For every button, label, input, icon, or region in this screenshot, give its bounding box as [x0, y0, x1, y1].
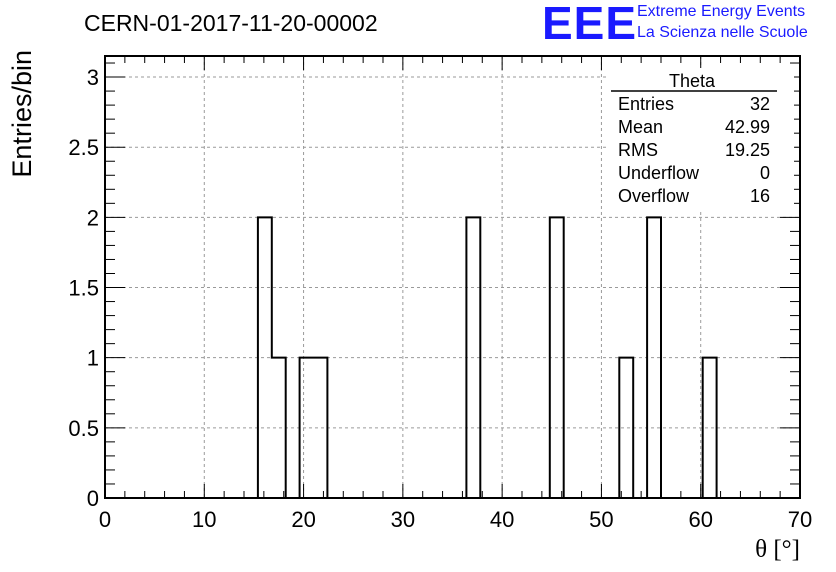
- x-tick-label: 20: [291, 507, 315, 532]
- x-axis-label: θ [°]: [755, 536, 800, 563]
- stats-row-label: Overflow: [618, 186, 690, 206]
- stats-title: Theta: [669, 71, 716, 91]
- x-tick-label: 40: [490, 507, 514, 532]
- y-tick-label: 2.5: [68, 135, 99, 160]
- stats-row-label: RMS: [618, 140, 658, 160]
- histogram-bin: [703, 358, 717, 498]
- logo-line-1: Extreme Energy Events: [637, 3, 806, 20]
- stats-row-label: Mean: [618, 117, 663, 137]
- y-tick-label: 0.5: [68, 416, 99, 441]
- x-tick-label: 60: [688, 507, 712, 532]
- stats-row-label: Underflow: [618, 163, 700, 183]
- stats-row-value: 42.99: [725, 117, 770, 137]
- stats-row-value: 19.25: [725, 140, 770, 160]
- histogram-outline: [256, 216, 718, 498]
- y-axis-label: Entries/bin: [7, 50, 37, 178]
- axis-tick-labels: 0 10 20 30 40 50 60 70 0 0.5 1 1.5 2 2.5 3: [68, 65, 812, 532]
- y-tick-label: 2: [87, 205, 99, 230]
- x-tick-label: 50: [589, 507, 613, 532]
- logo-line-2: La Scienza nelle Scuole: [637, 24, 808, 41]
- stats-row-value: 0: [760, 163, 770, 183]
- stats-row-value: 16: [750, 186, 770, 206]
- plot-frame: [104, 55, 801, 499]
- x-tick-label: 0: [99, 507, 111, 532]
- stats-box: Theta Entries 32 Mean 42.99 RMS 19.25 Underflo…: [608, 68, 794, 210]
- plot-border: [104, 55, 801, 499]
- y-tick-label: 3: [87, 65, 99, 90]
- y-tick-label: 1: [87, 346, 99, 371]
- eee-logo: EEE: [542, 0, 638, 49]
- y-tick-label: 1.5: [68, 276, 99, 301]
- run-title: CERN-01-2017-11-20-00002: [84, 10, 378, 36]
- stats-row-value: 32: [750, 94, 770, 114]
- y-tick-label: 0: [87, 486, 99, 511]
- stats-row-label: Entries: [618, 94, 674, 114]
- x-tick-label: 30: [391, 507, 415, 532]
- x-tick-label: 10: [192, 507, 216, 532]
- x-tick-label: 70: [788, 507, 812, 532]
